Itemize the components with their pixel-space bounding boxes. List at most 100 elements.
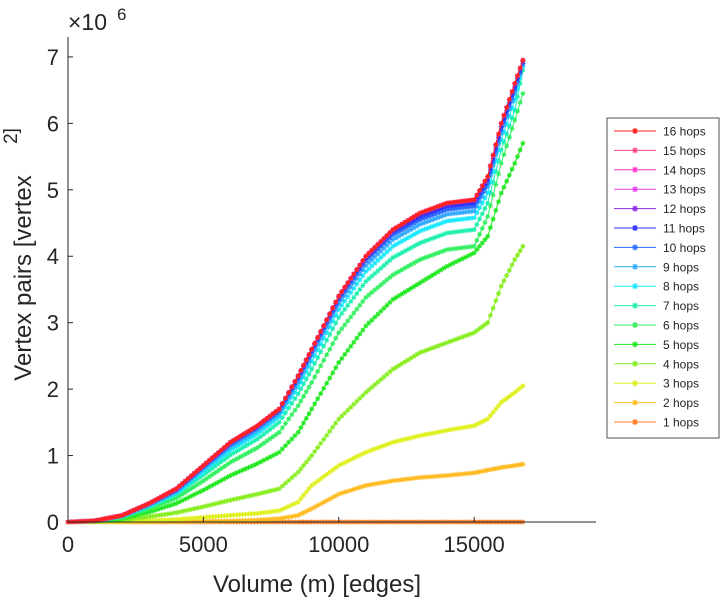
data-point (426, 225, 432, 231)
data-point (298, 511, 304, 517)
data-point (215, 450, 221, 456)
data-point (203, 514, 209, 520)
data-point (255, 436, 261, 442)
data-point (360, 273, 366, 279)
data-point (203, 476, 209, 482)
data-point (286, 389, 292, 395)
data-point (381, 263, 387, 269)
data-point (432, 211, 438, 217)
data-point (471, 470, 477, 476)
data-point (255, 445, 261, 451)
data-point (333, 465, 339, 471)
data-point (167, 511, 173, 517)
data-point (456, 210, 462, 216)
legend-marker (632, 128, 638, 134)
data-point (197, 489, 203, 495)
series-line (67, 60, 524, 523)
data-point (212, 513, 218, 519)
data-point (218, 454, 224, 460)
data-point (396, 229, 402, 235)
data-point (506, 106, 512, 112)
data-point (140, 514, 146, 520)
data-point (426, 207, 432, 213)
data-point (453, 210, 459, 216)
data-point (200, 504, 206, 510)
data-point (375, 445, 381, 451)
data-point (423, 226, 429, 232)
data-point (393, 477, 399, 483)
data-point (441, 201, 447, 207)
data-point (289, 394, 295, 400)
legend-label: 15 hops (663, 144, 706, 158)
data-point (496, 171, 502, 177)
data-point (509, 88, 515, 94)
data-point (423, 431, 429, 437)
data-point (426, 431, 432, 437)
x-tick-label: 0 (62, 532, 74, 557)
data-point (405, 246, 411, 252)
data-point (227, 447, 233, 453)
data-point (453, 199, 459, 205)
data-point (279, 483, 285, 489)
data-point (479, 240, 485, 246)
data-point (504, 273, 510, 279)
data-point (487, 173, 493, 179)
data-point (261, 426, 267, 432)
data-point (474, 421, 480, 427)
data-point (456, 257, 462, 263)
data-point (227, 444, 233, 450)
data-point (357, 395, 363, 401)
data-point (441, 473, 447, 479)
data-point (393, 364, 399, 370)
data-point (411, 434, 417, 440)
y-tick-label: 2 (47, 377, 59, 402)
data-point (477, 187, 483, 193)
data-point (432, 271, 438, 277)
data-point (176, 483, 182, 489)
data-point (230, 496, 236, 502)
data-point (252, 425, 258, 431)
data-point (366, 448, 372, 454)
data-point (465, 332, 471, 338)
data-point (390, 439, 396, 445)
data-point (197, 518, 203, 524)
data-point (342, 306, 348, 312)
data-point (321, 323, 327, 329)
data-point (283, 395, 289, 401)
data-point (411, 243, 417, 249)
data-point (512, 160, 518, 166)
data-point (498, 283, 504, 289)
legend-label: 2 hops (663, 396, 699, 410)
data-point (420, 474, 426, 480)
data-point (158, 505, 164, 511)
data-point (396, 268, 402, 274)
data-point (351, 455, 357, 461)
data-point (414, 433, 420, 439)
data-point (342, 351, 348, 357)
data-point (474, 192, 480, 198)
data-point (230, 450, 236, 456)
data-point (426, 274, 432, 280)
data-point (471, 243, 477, 249)
data-point (459, 245, 465, 251)
data-point (270, 516, 276, 522)
data-point (435, 233, 441, 239)
data-point (161, 504, 167, 510)
data-point (450, 206, 456, 212)
data-point (128, 508, 134, 514)
data-point (435, 203, 441, 209)
data-point (435, 210, 441, 216)
data-point (459, 198, 465, 204)
data-point (161, 511, 167, 517)
data-point (327, 346, 333, 352)
data-point (321, 474, 327, 480)
data-point (408, 218, 414, 224)
data-point (435, 429, 441, 435)
data-point (292, 501, 298, 507)
data-point (369, 384, 375, 390)
data-point (438, 202, 444, 208)
data-point (249, 448, 255, 454)
data-point (295, 499, 301, 505)
data-point (429, 430, 435, 436)
data-point (188, 506, 194, 512)
